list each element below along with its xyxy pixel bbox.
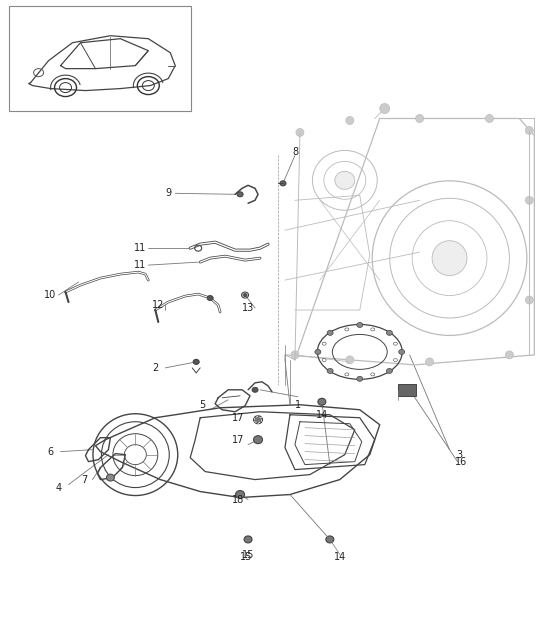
Text: 1: 1 bbox=[295, 400, 301, 409]
Ellipse shape bbox=[253, 436, 263, 443]
Ellipse shape bbox=[235, 490, 245, 499]
Text: 9: 9 bbox=[165, 188, 171, 198]
Ellipse shape bbox=[399, 349, 404, 354]
Ellipse shape bbox=[346, 356, 354, 364]
Ellipse shape bbox=[525, 197, 534, 204]
Ellipse shape bbox=[291, 351, 299, 359]
Text: 14: 14 bbox=[334, 553, 346, 563]
Text: 5: 5 bbox=[199, 400, 205, 409]
Ellipse shape bbox=[296, 129, 304, 136]
Ellipse shape bbox=[243, 293, 247, 296]
Ellipse shape bbox=[525, 296, 534, 304]
Ellipse shape bbox=[237, 192, 243, 197]
Text: 17: 17 bbox=[232, 413, 244, 423]
Ellipse shape bbox=[386, 330, 392, 335]
Ellipse shape bbox=[280, 181, 286, 186]
Text: 15: 15 bbox=[240, 553, 252, 563]
Ellipse shape bbox=[327, 369, 333, 374]
Text: 11: 11 bbox=[134, 260, 147, 270]
Text: 16: 16 bbox=[456, 457, 468, 467]
Ellipse shape bbox=[253, 416, 263, 424]
Ellipse shape bbox=[486, 114, 493, 122]
Ellipse shape bbox=[380, 104, 390, 114]
Ellipse shape bbox=[315, 349, 321, 354]
Ellipse shape bbox=[244, 536, 252, 543]
Ellipse shape bbox=[525, 126, 534, 134]
Ellipse shape bbox=[252, 387, 258, 392]
Ellipse shape bbox=[357, 376, 363, 381]
Ellipse shape bbox=[426, 358, 434, 366]
Ellipse shape bbox=[335, 171, 355, 189]
Text: 14: 14 bbox=[316, 409, 328, 420]
Text: 17: 17 bbox=[232, 435, 244, 445]
Text: 3: 3 bbox=[457, 450, 463, 460]
Ellipse shape bbox=[193, 359, 199, 364]
Text: 18: 18 bbox=[232, 494, 244, 504]
Text: 15: 15 bbox=[242, 550, 255, 560]
Ellipse shape bbox=[318, 398, 326, 405]
Ellipse shape bbox=[432, 241, 467, 276]
Text: 12: 12 bbox=[152, 300, 165, 310]
Ellipse shape bbox=[106, 474, 114, 481]
Bar bbox=[9, 6, 191, 111]
Text: 8: 8 bbox=[292, 148, 298, 158]
Ellipse shape bbox=[326, 536, 334, 543]
Text: 4: 4 bbox=[56, 482, 62, 492]
Ellipse shape bbox=[505, 351, 513, 359]
Text: 7: 7 bbox=[81, 475, 88, 485]
Text: 10: 10 bbox=[45, 290, 57, 300]
Ellipse shape bbox=[386, 369, 392, 374]
Ellipse shape bbox=[346, 117, 354, 124]
Bar bbox=[398, 384, 416, 396]
Text: 13: 13 bbox=[242, 303, 254, 313]
Ellipse shape bbox=[416, 114, 423, 122]
Ellipse shape bbox=[207, 296, 213, 301]
Text: 11: 11 bbox=[134, 243, 147, 253]
Ellipse shape bbox=[357, 323, 363, 327]
Text: 6: 6 bbox=[47, 447, 53, 457]
Text: 2: 2 bbox=[152, 363, 159, 373]
Ellipse shape bbox=[327, 330, 333, 335]
